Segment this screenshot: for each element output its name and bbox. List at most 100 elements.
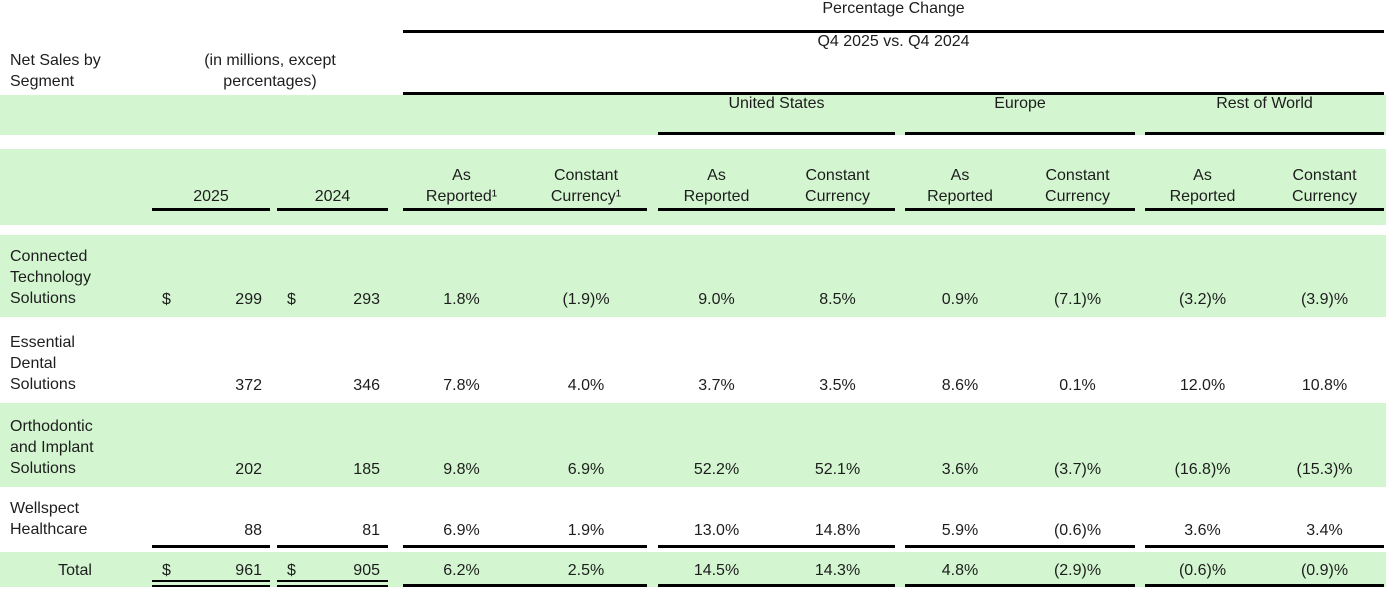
net-sales-2025-value: 202 (235, 461, 262, 478)
net-sales-2024: 185 (277, 461, 388, 487)
grand-total-rule-2024 (277, 552, 388, 587)
pct-as-reported-total: 6.9% (443, 522, 480, 539)
total-pct-constant-currency-us: 14.3% (814, 562, 861, 579)
currency-symbol: $ (162, 291, 171, 308)
total-net-sales-2025: $ 961 (152, 562, 270, 587)
underline-europe-pair (905, 149, 1135, 211)
pct-constant-currency-us: 8.5% (819, 291, 856, 308)
region-header-row: United States Europe Rest of World (0, 95, 1386, 135)
segment-label: Essential Dental Solutions (10, 333, 76, 393)
net-sales-2024: 346 (277, 377, 388, 403)
total-net-sales-2025-value: 961 (235, 562, 262, 579)
grand-total-rule-europe-pair (905, 552, 1135, 587)
underline-2025 (152, 149, 270, 211)
column-header-constant-currency-europe: Constant Currency (1045, 167, 1110, 206)
underline-2024 (277, 149, 388, 211)
pct-as-reported-total: 9.8% (443, 461, 480, 478)
net-sales-2025-value: 299 (235, 291, 262, 308)
pct-as-reported-europe: 0.9% (941, 291, 979, 308)
pct-as-reported-row: 12.0% (1179, 377, 1226, 394)
currency-symbol: $ (287, 562, 296, 579)
column-header-as-reported-us: As Reported (683, 167, 750, 206)
total-pct-as-reported-us: 14.5% (693, 562, 740, 579)
net-sales-2024: 81 (277, 522, 388, 548)
pct-as-reported-us: 3.7% (698, 377, 735, 394)
currency-symbol: $ (162, 562, 171, 579)
spacer (0, 135, 1386, 149)
pct-as-reported-total: 7.8% (443, 377, 480, 394)
table-row-connected-technology-solutions: Connected Technology Solutions $ 299 $ 2… (0, 235, 1386, 317)
net-sales-2025-value: 88 (244, 522, 262, 539)
pct-constant-currency-total: 6.9% (567, 461, 605, 478)
total-pct-as-reported-europe: 4.8% (941, 562, 979, 579)
pct-as-reported-row: (3.2)% (1178, 291, 1227, 308)
total-pct-constant-currency: 2.5% (567, 562, 605, 579)
total-pct-constant-currency-row: (0.9)% (1300, 562, 1349, 579)
net-sales-2025: 202 (152, 461, 270, 487)
subtotal-rule-europe-pair (905, 487, 1135, 548)
subtotal-rule-2024 (277, 487, 388, 548)
percentage-change-header-row: Percentage Change (0, 0, 1386, 33)
pct-constant-currency-europe: (7.1)% (1053, 291, 1102, 308)
net-sales-2024: $ 293 (277, 291, 388, 317)
pct-constant-currency-row: 10.8% (1301, 377, 1348, 394)
pct-constant-currency-total: 1.9% (567, 522, 605, 539)
net-sales-2024-value: 346 (353, 377, 380, 394)
column-header-constant-currency-us: Constant Currency (805, 167, 870, 206)
table-row-wellspect-healthcare: Wellspect Healthcare 88 81 6.9% 1.9% 13.… (0, 487, 1386, 548)
column-header-row: 2025 2024 As Reported¹ Constant Currency… (0, 149, 1386, 225)
underline-row-pair (1145, 149, 1384, 211)
grand-total-rule-row-pair (1145, 552, 1384, 587)
total-net-sales-2024: $ 905 (277, 562, 388, 587)
subtotal-rule-2025 (152, 487, 270, 548)
segment-label: Orthodontic and Implant Solutions (10, 417, 94, 477)
net-sales-2025: $ 299 (152, 291, 270, 317)
grand-total-rule-us-pair (658, 552, 895, 587)
percentage-change-header: Percentage Change (403, 0, 1384, 33)
table-title: Net Sales by Segment (10, 52, 101, 91)
net-sales-2025: 372 (152, 377, 270, 403)
table-row-essential-dental-solutions: Essential Dental Solutions 372 346 7.8% … (0, 317, 1386, 403)
units-note: (in millions, except percentages) (204, 52, 336, 91)
underline-us-pair (658, 149, 895, 211)
grand-total-rule-2025 (152, 552, 270, 587)
segment-label: Connected Technology Solutions (10, 247, 91, 307)
grand-total-rule-total-pair (403, 552, 647, 587)
total-pct-as-reported-row: (0.6)% (1178, 562, 1227, 579)
pct-as-reported-row: (16.8)% (1174, 461, 1231, 478)
pct-as-reported-europe: 8.6% (941, 377, 979, 394)
subtotal-rule-total-pair (403, 487, 647, 548)
pct-as-reported-us: 9.0% (698, 291, 735, 308)
period-header-row: Net Sales by Segment (in millions, excep… (0, 33, 1386, 95)
spacer (0, 225, 1386, 235)
table-row-total: Total $ 961 $ 905 6.2% 2.5% 14.5% 14.3% … (0, 552, 1386, 587)
pct-constant-currency-total: 4.0% (567, 377, 605, 394)
column-header-as-reported-europe: As Reported (927, 167, 993, 206)
currency-symbol: $ (287, 291, 296, 308)
pct-constant-currency-europe: 0.1% (1059, 377, 1096, 394)
pct-constant-currency-europe: (0.6)% (1053, 522, 1102, 539)
pct-as-reported-us: 52.2% (693, 461, 740, 478)
region-header-united-states: United States (658, 95, 895, 135)
underline-total-pair (403, 149, 647, 211)
subtotal-rule-us-pair (658, 487, 895, 548)
subtotal-rule-row-pair (1145, 487, 1384, 548)
column-header-as-reported-total: As Reported¹ (425, 167, 498, 206)
net-sales-2024-value: 81 (362, 522, 380, 539)
pct-as-reported-row: 3.6% (1184, 522, 1221, 539)
pct-as-reported-total: 1.8% (443, 291, 480, 308)
pct-constant-currency-row: 3.4% (1306, 522, 1343, 539)
net-sales-2025: 88 (152, 522, 270, 548)
column-header-constant-currency-total: Constant Currency¹ (550, 167, 622, 206)
column-header-2024: 2024 (314, 188, 351, 206)
column-header-2025: 2025 (193, 188, 229, 206)
column-header-constant-currency-row: Constant Currency (1292, 167, 1357, 206)
pct-as-reported-us: 13.0% (693, 522, 740, 539)
net-sales-2024-value: 185 (353, 461, 380, 478)
region-header-rest-of-world: Rest of World (1145, 95, 1384, 135)
region-header-europe: Europe (905, 95, 1135, 135)
total-net-sales-2024-value: 905 (353, 562, 380, 579)
pct-constant-currency-us: 14.8% (814, 522, 861, 539)
segment-label: Wellspect Healthcare (10, 499, 88, 538)
